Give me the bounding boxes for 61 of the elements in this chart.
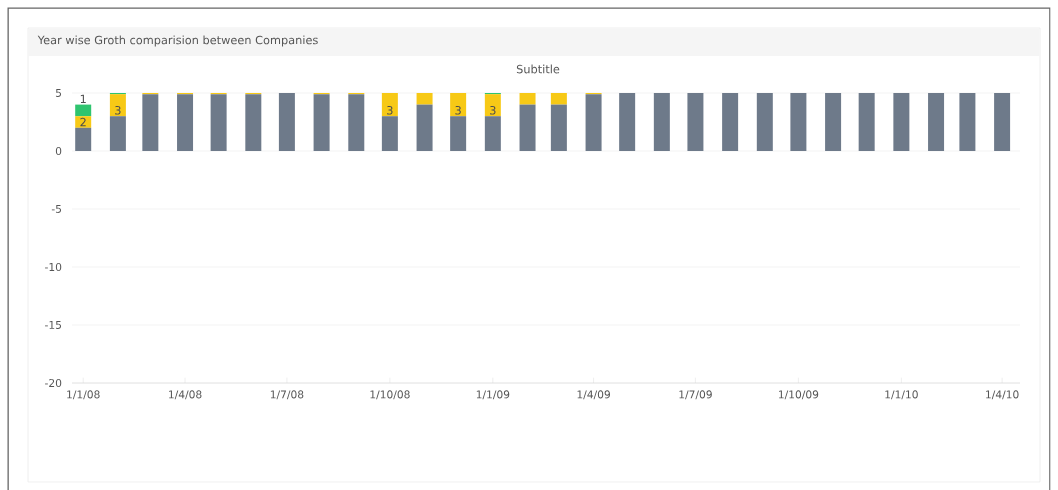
bar (313, 94, 330, 151)
bar (381, 116, 398, 151)
bar (75, 127, 92, 151)
data-label: 3 (387, 106, 393, 115)
bar (484, 94, 501, 117)
bar (109, 94, 126, 117)
bar (858, 93, 875, 151)
y-tick-label: 5 (55, 89, 62, 97)
x-tick-label: 1/4/08 (169, 390, 202, 400)
x-tick-label: 1/1/09 (476, 390, 510, 400)
bar (381, 93, 398, 117)
bar (348, 94, 365, 151)
bar (75, 104, 92, 117)
x-tick-label: 1/7/08 (270, 390, 304, 400)
bar (210, 94, 227, 151)
bar (619, 93, 636, 151)
bar (177, 94, 194, 151)
bar (790, 93, 807, 151)
x-tick-label: 1/10/08 (370, 390, 410, 400)
chart-subtitle: Subtitle (516, 64, 560, 74)
y-tick-label: -20 (45, 378, 62, 388)
bar (142, 94, 159, 151)
bar (550, 93, 567, 105)
bar (959, 93, 976, 151)
data-label: 3 (115, 106, 121, 115)
x-tick-label: 1/10/09 (779, 390, 819, 400)
bar (893, 93, 910, 151)
bar (450, 116, 467, 151)
bar (928, 93, 945, 151)
bar (825, 93, 842, 151)
x-tick-label: 1/1/08 (67, 390, 100, 400)
bar (653, 93, 670, 151)
bar (585, 94, 602, 151)
bar (416, 104, 433, 151)
x-tick-label: 1/7/09 (679, 390, 712, 400)
bar (550, 104, 567, 151)
bar (75, 116, 92, 128)
bar (687, 93, 704, 151)
x-tick-label: 1/1/10 (885, 390, 918, 400)
y-tick-label: -10 (45, 262, 62, 272)
chart-title: Year wise Groth comparision between Companies (37, 35, 318, 47)
data-label: 3 (455, 106, 461, 115)
y-tick-label: -5 (51, 205, 62, 213)
bar (109, 116, 126, 151)
bar (245, 94, 262, 151)
bar (519, 104, 536, 151)
x-tick-label: 1/4/09 (577, 390, 610, 400)
x-tick-label: 1/4/10 (986, 390, 1019, 400)
bar (416, 93, 433, 105)
bar (278, 93, 295, 151)
y-tick-label: 0 (55, 146, 62, 156)
y-tick-label: -15 (45, 321, 62, 329)
bar (756, 93, 773, 151)
bar (450, 93, 467, 117)
data-label: 1 (80, 94, 86, 103)
data-label: 2 (80, 117, 86, 127)
bar (484, 116, 501, 151)
data-label: 3 (490, 106, 496, 115)
bar (994, 93, 1011, 151)
bar (519, 93, 536, 105)
bar (722, 93, 739, 151)
